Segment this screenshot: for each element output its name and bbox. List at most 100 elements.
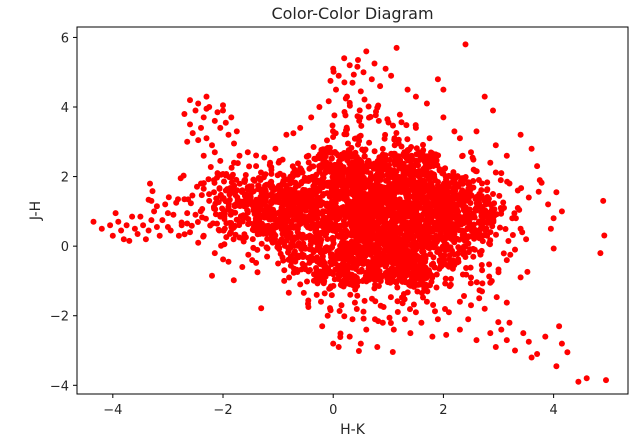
data-point xyxy=(412,309,419,316)
data-point xyxy=(467,264,474,271)
data-point xyxy=(432,308,438,315)
data-point xyxy=(253,152,260,159)
data-point xyxy=(343,124,350,131)
data-point xyxy=(373,223,380,230)
data-point xyxy=(392,184,399,191)
data-point xyxy=(404,197,411,204)
data-point xyxy=(473,279,480,286)
data-point xyxy=(375,163,382,170)
data-point xyxy=(390,326,397,333)
data-point xyxy=(356,107,363,114)
data-point xyxy=(328,292,335,299)
data-point xyxy=(361,185,368,191)
data-point xyxy=(279,202,286,209)
data-point xyxy=(377,302,384,309)
data-point xyxy=(505,238,512,244)
data-point xyxy=(393,130,400,136)
data-point xyxy=(423,298,430,305)
data-point xyxy=(404,147,411,154)
data-point xyxy=(360,69,367,76)
data-point xyxy=(307,256,314,263)
data-point xyxy=(446,227,453,234)
data-point xyxy=(203,135,210,142)
data-point xyxy=(266,180,273,187)
data-point xyxy=(523,236,530,243)
data-point xyxy=(484,186,491,193)
data-point xyxy=(297,124,304,131)
data-point xyxy=(423,154,430,161)
data-point xyxy=(479,267,486,274)
data-point xyxy=(371,60,378,67)
data-point xyxy=(528,354,535,361)
data-point xyxy=(236,234,243,241)
data-point xyxy=(341,79,348,86)
data-point xyxy=(363,326,370,333)
data-point xyxy=(203,93,210,100)
data-point xyxy=(313,196,320,203)
data-point xyxy=(372,265,379,272)
data-point xyxy=(600,197,607,204)
data-point xyxy=(337,330,344,337)
data-point xyxy=(259,220,265,227)
data-point xyxy=(512,347,518,354)
data-point xyxy=(403,227,410,234)
data-point xyxy=(355,182,362,189)
data-point xyxy=(365,103,372,110)
data-point xyxy=(399,174,406,181)
data-point xyxy=(314,185,321,192)
data-point xyxy=(367,211,373,217)
data-point xyxy=(320,149,326,156)
data-point xyxy=(260,174,267,181)
data-point xyxy=(184,138,191,145)
data-point xyxy=(268,164,275,171)
data-point xyxy=(228,174,235,181)
data-point xyxy=(359,172,366,179)
data-point xyxy=(306,246,313,253)
data-point xyxy=(460,248,467,255)
data-point xyxy=(200,232,207,239)
data-point xyxy=(349,159,356,166)
data-point xyxy=(294,242,301,249)
data-point xyxy=(281,267,288,274)
data-point xyxy=(362,146,369,153)
data-point xyxy=(450,179,457,186)
data-point xyxy=(353,274,360,281)
data-point xyxy=(147,180,153,187)
data-point xyxy=(422,170,429,177)
data-point xyxy=(423,202,430,209)
data-point xyxy=(427,171,434,177)
data-point xyxy=(416,276,423,283)
data-point xyxy=(442,261,449,268)
data-point xyxy=(601,232,608,239)
data-point xyxy=(374,238,381,245)
data-point xyxy=(254,269,261,276)
data-point xyxy=(313,246,320,253)
data-point xyxy=(327,284,334,291)
data-point xyxy=(244,149,251,156)
data-point xyxy=(358,268,365,275)
data-point xyxy=(407,158,414,165)
data-point xyxy=(222,187,229,194)
data-point xyxy=(375,117,382,124)
data-point xyxy=(487,279,494,286)
data-point xyxy=(345,183,352,189)
data-point xyxy=(331,161,338,168)
data-point xyxy=(289,238,296,245)
data-point xyxy=(129,213,136,220)
data-point xyxy=(384,194,391,201)
data-point xyxy=(361,297,368,304)
data-point xyxy=(249,236,256,243)
x-axis-label: H-K xyxy=(340,422,366,438)
data-point xyxy=(545,201,552,208)
data-point xyxy=(346,210,353,217)
data-point xyxy=(112,210,119,217)
data-point xyxy=(310,144,317,150)
data-point xyxy=(299,194,306,201)
data-point xyxy=(387,320,394,326)
data-point xyxy=(335,344,342,350)
data-point xyxy=(276,244,283,251)
data-point xyxy=(470,184,477,191)
data-point xyxy=(297,281,304,288)
data-point xyxy=(485,219,492,226)
